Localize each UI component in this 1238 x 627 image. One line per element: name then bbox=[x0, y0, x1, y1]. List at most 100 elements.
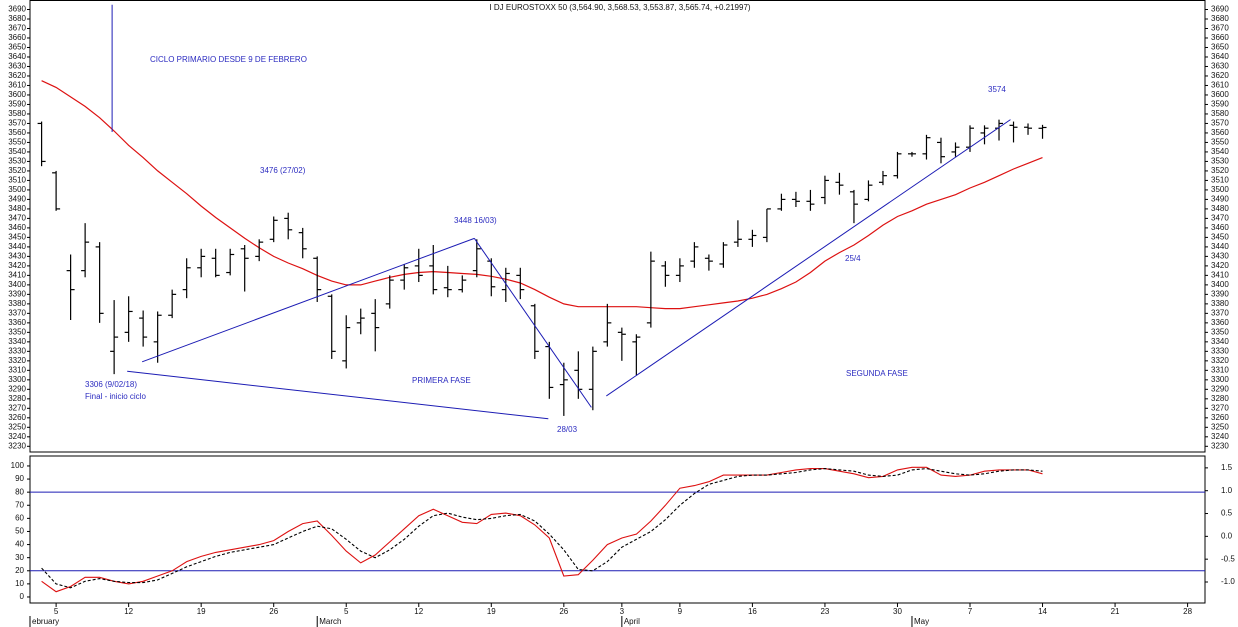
month-label: March bbox=[319, 617, 341, 626]
y2-tick-label: 3390 bbox=[1211, 289, 1229, 298]
y-tick-label: 3290 bbox=[8, 384, 26, 393]
y-tick-label: 3580 bbox=[8, 109, 26, 118]
y-tick-label: 3670 bbox=[8, 24, 26, 33]
x-tick-label: 19 bbox=[197, 607, 206, 616]
y-tick-label: 3310 bbox=[8, 365, 26, 374]
y-tick-label: 3550 bbox=[8, 138, 26, 147]
y-tick-label: 3600 bbox=[8, 90, 26, 99]
y-tick-label: 3240 bbox=[8, 432, 26, 441]
x-tick-label: 26 bbox=[269, 607, 278, 616]
y-tick-label: 3280 bbox=[8, 394, 26, 403]
y2-tick-label: 3280 bbox=[1211, 394, 1229, 403]
month-label: ebruary bbox=[32, 617, 59, 626]
y-tick-label: 3590 bbox=[8, 100, 26, 109]
trend-line bbox=[141, 237, 475, 363]
y2-tick-label: 3490 bbox=[1211, 195, 1229, 204]
y-tick-label: 3420 bbox=[8, 261, 26, 270]
y-tick-label: 3520 bbox=[8, 166, 26, 175]
oscillator-line bbox=[41, 468, 1043, 589]
oscillator-panel bbox=[29, 455, 1206, 604]
y-tick-label: 3640 bbox=[8, 52, 26, 61]
month-label: May bbox=[914, 617, 929, 626]
y2-tick-label: -1.0 bbox=[1221, 577, 1235, 586]
price-panel bbox=[29, 0, 1206, 453]
y-tick-label: 3440 bbox=[8, 242, 26, 251]
x-tick-label: 14 bbox=[1038, 607, 1047, 616]
x-tick-label: 9 bbox=[678, 607, 683, 616]
y-tick-label: 100 bbox=[11, 461, 25, 470]
y-tick-label: 3380 bbox=[8, 299, 26, 308]
y2-tick-label: 3310 bbox=[1211, 365, 1229, 374]
y-tick-label: 3500 bbox=[8, 185, 26, 194]
y2-tick-label: 3520 bbox=[1211, 166, 1229, 175]
y-tick-label: 3340 bbox=[8, 337, 26, 346]
moving-average bbox=[41, 80, 1043, 310]
y2-tick-label: 3240 bbox=[1211, 432, 1229, 441]
annotation: 3476 (27/02) bbox=[260, 166, 306, 175]
y-tick-label: 50 bbox=[15, 527, 24, 536]
y-tick-label: 3540 bbox=[8, 147, 26, 156]
y2-tick-label: 3290 bbox=[1211, 384, 1229, 393]
y2-tick-label: -0.5 bbox=[1221, 554, 1235, 563]
chart-title: I DJ EUROSTOXX 50 (3,564.90, 3,568.53, 3… bbox=[489, 3, 750, 12]
y2-tick-label: 1.0 bbox=[1221, 486, 1233, 495]
y-tick-label: 3510 bbox=[8, 176, 26, 185]
x-tick-label: 3 bbox=[620, 607, 625, 616]
x-tick-label: 16 bbox=[748, 607, 757, 616]
y-tick-label: 3570 bbox=[8, 119, 26, 128]
y-tick-label: 3250 bbox=[8, 422, 26, 431]
x-tick-label: 5 bbox=[54, 607, 59, 616]
y-tick-label: 3630 bbox=[8, 62, 26, 71]
y2-tick-label: 3460 bbox=[1211, 223, 1229, 232]
x-tick-label: 7 bbox=[968, 607, 973, 616]
y-tick-label: 40 bbox=[15, 540, 24, 549]
annotation: 28/03 bbox=[557, 425, 578, 434]
y2-tick-label: 3340 bbox=[1211, 337, 1229, 346]
y2-tick-label: 3400 bbox=[1211, 280, 1229, 289]
y-tick-label: 80 bbox=[15, 487, 24, 496]
y2-tick-label: 3430 bbox=[1211, 251, 1229, 260]
y2-tick-label: 3480 bbox=[1211, 204, 1229, 213]
y2-tick-label: 3690 bbox=[1211, 5, 1229, 14]
y2-tick-label: 3350 bbox=[1211, 327, 1229, 336]
annotation: 3574 bbox=[988, 85, 1006, 94]
y2-tick-label: 3600 bbox=[1211, 90, 1229, 99]
annotation: 3306 (9/02/18) bbox=[85, 380, 137, 389]
x-tick-label: 5 bbox=[344, 607, 349, 616]
x-tick-label: 26 bbox=[559, 607, 568, 616]
y-tick-label: 3430 bbox=[8, 251, 26, 260]
y2-tick-label: 3420 bbox=[1211, 261, 1229, 270]
trend-line bbox=[473, 238, 592, 408]
y-tick-label: 3650 bbox=[8, 43, 26, 52]
y-tick-label: 3390 bbox=[8, 289, 26, 298]
y-tick-label: 3270 bbox=[8, 403, 26, 412]
annotation: 25/4 bbox=[845, 254, 861, 263]
y-tick-label: 0 bbox=[20, 592, 25, 601]
y-tick-label: 3450 bbox=[8, 233, 26, 242]
annotation: CICLO PRIMARIO DESDE 9 DE FEBRERO bbox=[150, 55, 307, 64]
y-tick-label: 3620 bbox=[8, 71, 26, 80]
y-tick-label: 3460 bbox=[8, 223, 26, 232]
y2-tick-label: 3410 bbox=[1211, 270, 1229, 279]
y-tick-label: 3680 bbox=[8, 14, 26, 23]
y-tick-label: 3350 bbox=[8, 327, 26, 336]
y-tick-label: 60 bbox=[15, 513, 24, 522]
y-tick-label: 3400 bbox=[8, 280, 26, 289]
y2-tick-label: 3560 bbox=[1211, 128, 1229, 137]
y2-tick-label: 3440 bbox=[1211, 242, 1229, 251]
y2-tick-label: 3300 bbox=[1211, 375, 1229, 384]
y-tick-label: 3490 bbox=[8, 195, 26, 204]
y2-tick-label: 3270 bbox=[1211, 403, 1229, 412]
y-tick-label: 3690 bbox=[8, 5, 26, 14]
y2-tick-label: 3230 bbox=[1211, 441, 1229, 450]
y2-tick-label: 3470 bbox=[1211, 214, 1229, 223]
y-tick-label: 3470 bbox=[8, 214, 26, 223]
y2-tick-label: 3670 bbox=[1211, 24, 1229, 33]
x-tick-label: 19 bbox=[487, 607, 496, 616]
y2-tick-label: 3580 bbox=[1211, 109, 1229, 118]
y-tick-label: 3320 bbox=[8, 356, 26, 365]
x-tick-label: 12 bbox=[414, 607, 423, 616]
y2-tick-label: 3650 bbox=[1211, 43, 1229, 52]
